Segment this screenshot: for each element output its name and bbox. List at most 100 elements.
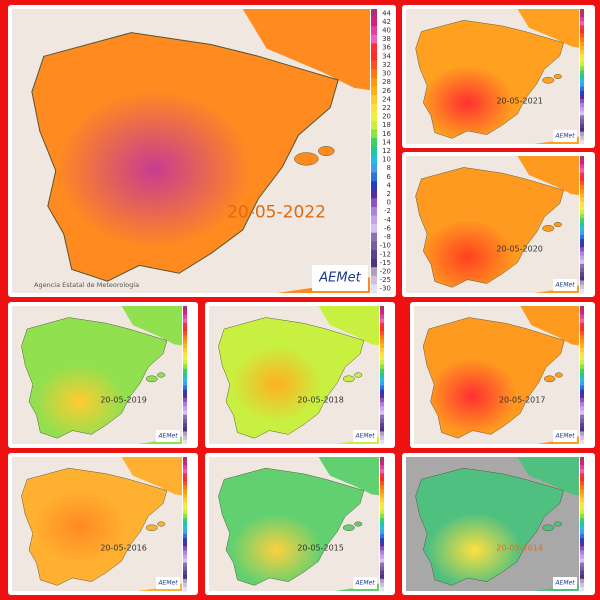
legend-swatch bbox=[371, 232, 377, 242]
legend-swatch bbox=[371, 258, 377, 268]
legend-tick: 18 bbox=[382, 121, 391, 129]
legend-swatch bbox=[183, 435, 187, 441]
legend-swatch bbox=[580, 398, 584, 403]
legend-swatch bbox=[371, 43, 377, 53]
legend-swatch bbox=[580, 505, 584, 511]
legend-swatch bbox=[380, 431, 384, 436]
legend-swatch bbox=[380, 570, 384, 576]
legend-tick: -2 bbox=[384, 207, 391, 215]
legend-swatch bbox=[580, 214, 584, 219]
legend-swatch bbox=[580, 66, 584, 71]
legend-swatch bbox=[580, 521, 584, 527]
legend-swatch bbox=[380, 331, 384, 336]
legend-swatch bbox=[183, 343, 187, 349]
legend-swatch bbox=[580, 314, 584, 319]
legend-swatch bbox=[580, 517, 584, 523]
map bbox=[406, 457, 579, 591]
legend-tick: -6 bbox=[384, 224, 392, 232]
legend-swatch bbox=[580, 139, 584, 145]
legend-swatch bbox=[183, 586, 187, 592]
island bbox=[145, 375, 158, 383]
legend-tick: 2 bbox=[387, 190, 391, 198]
legend-swatch bbox=[580, 465, 584, 470]
legend-swatch bbox=[183, 473, 187, 478]
legend-swatch bbox=[183, 550, 187, 555]
legend-swatch bbox=[580, 538, 584, 543]
legend-swatch bbox=[380, 513, 384, 519]
legend-swatch bbox=[580, 306, 584, 311]
legend-tick: 24 bbox=[382, 95, 391, 103]
legend-tick: -25 bbox=[380, 276, 391, 284]
legend-swatch bbox=[183, 381, 187, 386]
legend-swatch bbox=[371, 129, 377, 139]
legend-swatch bbox=[580, 131, 584, 137]
legend-swatch bbox=[371, 26, 377, 36]
legend-swatch bbox=[380, 402, 384, 407]
legend-swatch bbox=[580, 423, 584, 428]
legend-swatch bbox=[183, 562, 187, 567]
legend-swatch bbox=[580, 331, 584, 336]
legend-swatch bbox=[580, 243, 584, 248]
legend-tick: 44 bbox=[382, 9, 391, 17]
island bbox=[157, 372, 166, 378]
legend-tick: 10 bbox=[382, 156, 391, 164]
legend-swatch bbox=[580, 209, 584, 215]
legend-swatch bbox=[183, 310, 187, 315]
legend-swatch bbox=[580, 280, 584, 285]
legend-swatch bbox=[380, 469, 384, 474]
legend-swatch bbox=[580, 74, 584, 79]
logo-box bbox=[353, 577, 377, 589]
legend-swatch bbox=[580, 431, 584, 436]
legend-swatch bbox=[580, 230, 584, 236]
legend-swatch bbox=[183, 306, 187, 311]
legend-swatch bbox=[580, 513, 584, 519]
legend-swatch bbox=[183, 493, 187, 498]
legend-swatch bbox=[183, 538, 187, 543]
legend-swatch bbox=[183, 326, 187, 332]
legend-swatch bbox=[380, 465, 384, 470]
legend-swatch bbox=[371, 163, 377, 173]
legend-swatch bbox=[371, 249, 377, 259]
legend-swatch bbox=[371, 69, 377, 79]
agency: Agencia Estatal de Meteorología bbox=[34, 281, 139, 289]
legend-swatch bbox=[580, 218, 584, 223]
legend-swatch bbox=[580, 99, 584, 104]
legend-swatch bbox=[580, 239, 584, 244]
legend-swatch bbox=[580, 78, 584, 83]
legend-swatch bbox=[580, 414, 584, 420]
date-label: 20-05-2022 bbox=[227, 202, 326, 222]
legend-swatch bbox=[580, 103, 584, 108]
legend-swatch bbox=[380, 335, 384, 340]
legend-swatch bbox=[580, 176, 584, 182]
legend-swatch bbox=[580, 550, 584, 555]
legend-swatch bbox=[380, 435, 384, 441]
legend-swatch bbox=[580, 156, 584, 161]
legend-swatch bbox=[580, 54, 584, 59]
legend-swatch bbox=[183, 513, 187, 519]
legend-swatch bbox=[580, 189, 584, 194]
legend-swatch bbox=[380, 526, 384, 531]
legend-tick: -8 bbox=[384, 233, 391, 241]
legend-swatch bbox=[371, 52, 377, 61]
legend-swatch bbox=[580, 172, 584, 178]
legend-swatch bbox=[380, 582, 384, 588]
legend-swatch bbox=[371, 95, 377, 104]
legend-swatch bbox=[580, 168, 584, 173]
legend-tick: 40 bbox=[382, 27, 391, 35]
legend-swatch bbox=[580, 534, 584, 539]
legend-swatch bbox=[371, 86, 377, 96]
legend-swatch bbox=[183, 546, 187, 551]
legend-swatch bbox=[580, 402, 584, 407]
legend-tick: -15 bbox=[380, 259, 391, 267]
island bbox=[542, 524, 555, 531]
legend-swatch bbox=[183, 505, 187, 511]
legend-swatch bbox=[371, 155, 377, 165]
legend-swatch bbox=[183, 461, 187, 466]
legend-swatch bbox=[580, 385, 584, 390]
logo-box bbox=[156, 430, 180, 442]
legend-swatch bbox=[380, 481, 384, 486]
legend-swatch bbox=[380, 372, 384, 378]
legend-swatch bbox=[183, 398, 187, 403]
date-label: 20-05-2016 bbox=[100, 544, 147, 553]
legend-swatch bbox=[580, 352, 584, 357]
